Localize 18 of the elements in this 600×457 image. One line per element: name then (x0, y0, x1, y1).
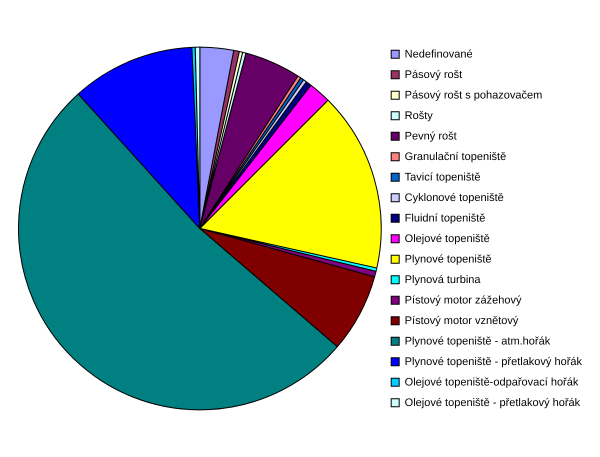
legend-label: Rošty (404, 110, 434, 122)
legend-label: Olejové topeniště - přetlakový hořák (404, 396, 581, 409)
legend-label: Pístový motor zážehový (404, 294, 522, 306)
legend-label: Tavicí topeniště (404, 171, 481, 184)
legend-label: Olejové topeniště (404, 232, 490, 245)
legend-label: Pístový motor vznětový (404, 314, 519, 327)
legend-label: Plynové topeniště (404, 253, 492, 266)
legend-label: Pásový rošt (404, 68, 462, 81)
legend-label: Pevný rošt (404, 130, 457, 142)
legend-label: Pásový rošt s pohazovačem (404, 89, 542, 102)
legend-label: Nedefinované (404, 48, 473, 60)
legend-label: Plynová turbina (404, 274, 482, 286)
legend-label: Plynové topeniště - přetlakový hořák (404, 356, 582, 368)
legend-label: Plynové topeniště - atm.hořák (404, 335, 551, 348)
legend-label: Cyklonové topeniště (404, 192, 504, 204)
legend-label: Fluidní topeniště (404, 212, 486, 224)
legend-label: Granulační topeniště (404, 150, 506, 163)
legend-label: Olejové topeniště-odpařovací hořák (404, 376, 579, 388)
